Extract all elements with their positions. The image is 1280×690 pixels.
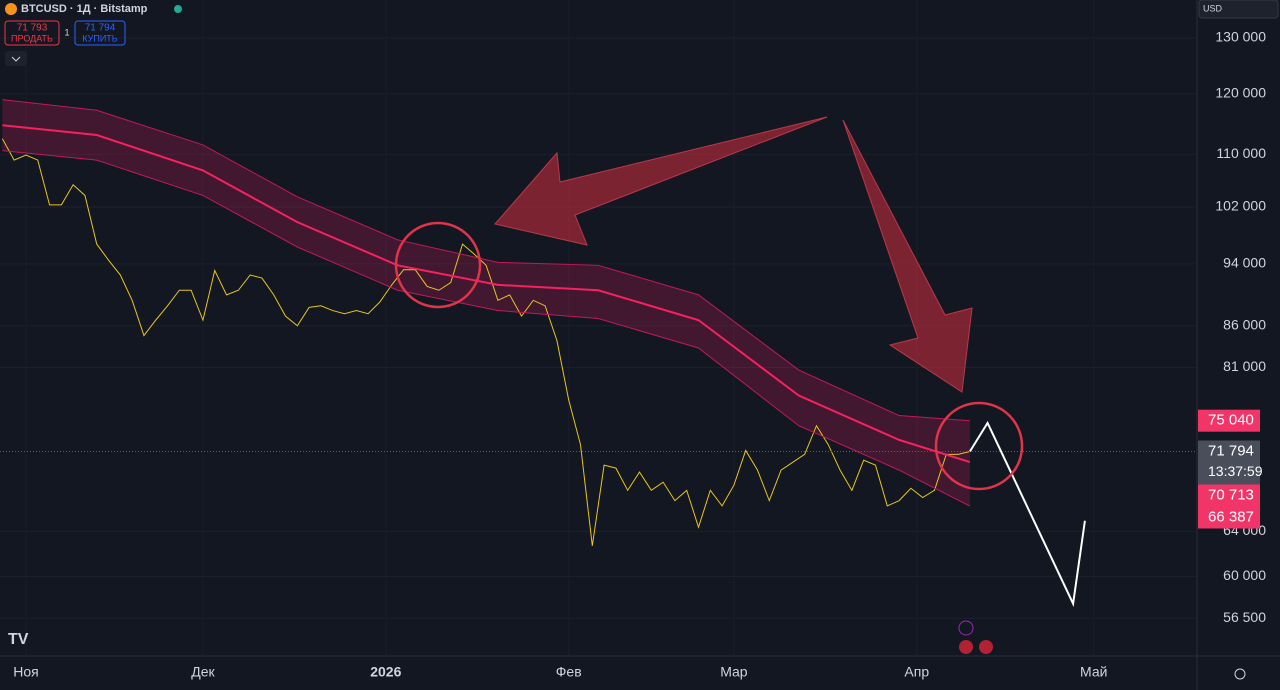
x-tick-label: Май — [1080, 664, 1107, 680]
y-tick-label: 120 000 — [1215, 84, 1266, 100]
x-tick-label: Мар — [720, 664, 748, 680]
x-tick-label: Фев — [556, 664, 582, 680]
series-line — [969, 420, 1086, 608]
x-tick-label: Апр — [904, 664, 929, 680]
buy-price[interactable]: 71 794 — [85, 23, 116, 34]
band-fill — [2, 99, 970, 507]
series-line — [2, 150, 971, 507]
collapse-button[interactable] — [5, 51, 27, 66]
logo: TV — [8, 631, 29, 648]
y-tick-label: 81 000 — [1223, 358, 1266, 374]
circle-highlight — [934, 401, 1024, 491]
coin-icon — [5, 3, 17, 15]
price-badge — [1198, 409, 1260, 432]
y-tick-label: 56 500 — [1223, 609, 1266, 625]
buy-button[interactable] — [74, 20, 126, 46]
y-tick-label: 94 000 — [1223, 255, 1266, 271]
circle-highlight — [394, 221, 482, 309]
y-tick-label: 110 000 — [1216, 145, 1266, 161]
price-badge-label: 70 713 — [1208, 486, 1254, 503]
x-tick-label: Ноя — [13, 664, 38, 680]
price-badge — [1198, 484, 1260, 507]
settings-button[interactable] — [1234, 668, 1246, 680]
price-badge-label: 71 794 — [1208, 442, 1254, 459]
arrow — [494, 116, 828, 246]
header: BTCUSD · 1Д · Bitstamp 71 793 ПРОДАТЬ 1 … — [4, 0, 1279, 680]
currency[interactable]: USD — [1203, 3, 1223, 13]
price-badge — [1198, 440, 1260, 485]
sell-price[interactable]: 71 793 — [17, 23, 48, 34]
symbol: BTCUSD · 1Д · Bitstamp — [21, 3, 148, 15]
sell-button[interactable] — [4, 20, 60, 46]
y-tick-label: 102 000 — [1215, 198, 1266, 214]
chevron — [11, 56, 21, 62]
price-badge-label: 66 387 — [1208, 508, 1254, 525]
status-icon — [174, 5, 182, 13]
currency-button[interactable] — [1198, 0, 1279, 19]
event-icon[interactable] — [959, 640, 973, 654]
plot — [0, 99, 1197, 608]
price-badge-label: 75 040 — [1208, 412, 1254, 429]
y-tick-label: 130 000 — [1215, 29, 1266, 45]
event-icon[interactable] — [958, 620, 974, 636]
buy-label[interactable]: КУПИТЬ — [82, 33, 117, 43]
x-tick-label: Дек — [191, 664, 215, 680]
price-badge — [1198, 506, 1260, 529]
sell-label[interactable]: ПРОДАТЬ — [11, 33, 53, 43]
x-tick-label: 2026 — [370, 664, 401, 680]
spread: 1 — [64, 27, 69, 37]
arrow — [842, 119, 973, 393]
event-icon[interactable] — [979, 640, 993, 654]
annotations — [394, 116, 1024, 491]
countdown: 13:37:59 — [1208, 463, 1263, 479]
series-line — [2, 124, 971, 464]
series-line — [1, 138, 970, 546]
series-line — [2, 99, 970, 422]
y-tick-label: 86 000 — [1223, 316, 1266, 332]
y-tick-label: 60 000 — [1223, 567, 1266, 583]
